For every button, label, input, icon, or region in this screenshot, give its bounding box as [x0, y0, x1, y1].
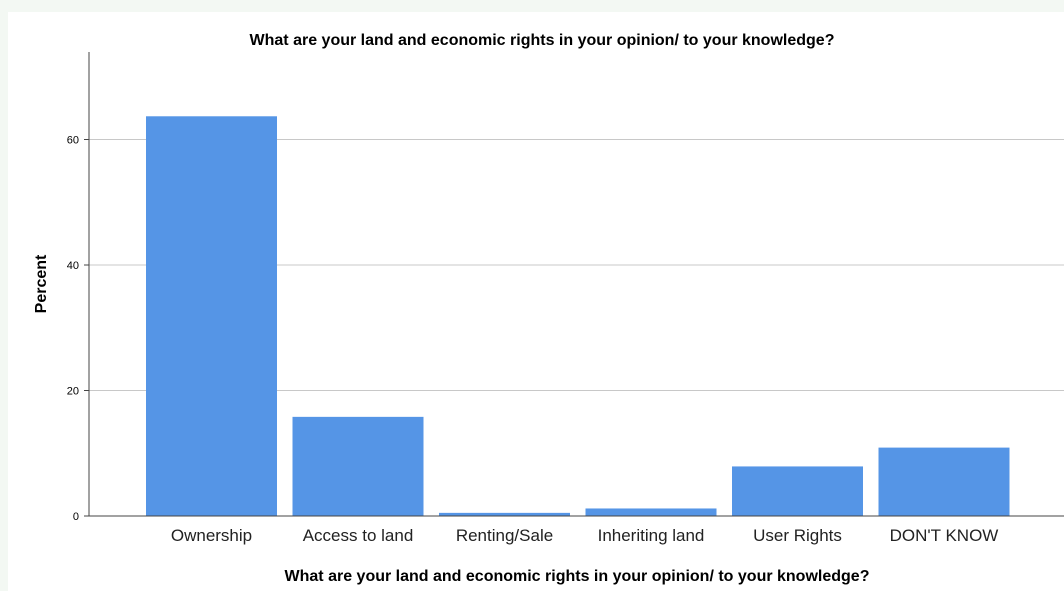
y-tick-label: 0 [73, 511, 79, 523]
x-tick-label: Renting/Sale [456, 526, 553, 545]
bar-renting-sale [439, 512, 570, 516]
y-axis-title: Percent [33, 254, 50, 313]
y-tick-label: 60 [67, 135, 79, 147]
y-tick-label: 20 [67, 386, 79, 398]
y-tick-label: 40 [67, 260, 79, 272]
bar-inheriting-land [585, 508, 717, 516]
bar-don-t-know [878, 447, 1010, 516]
bar-user-rights [732, 466, 863, 516]
x-axis-title: What are your land and economic rights i… [285, 568, 870, 585]
x-tick-labels: Ownership Access to land Renting/Sale Inher… [171, 526, 998, 545]
x-tick-label: Inheriting land [598, 526, 705, 545]
x-tick-label: DON'T KNOW [890, 526, 999, 545]
y-ticks: 0 20 40 60 [67, 135, 89, 523]
x-tick-label: User Rights [753, 526, 842, 545]
bar-access-to-land [292, 416, 424, 516]
x-tick-label: Access to land [303, 526, 414, 545]
chart-title: What are your land and economic rights i… [250, 32, 835, 49]
bar-ownership [146, 116, 277, 516]
bars [146, 116, 1010, 516]
x-tick-label: Ownership [171, 526, 252, 545]
